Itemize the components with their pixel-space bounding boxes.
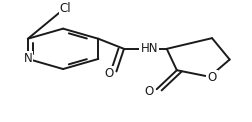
Text: O: O — [104, 67, 113, 80]
Text: Cl: Cl — [59, 2, 71, 15]
Text: O: O — [207, 71, 216, 84]
Text: HN: HN — [140, 42, 157, 55]
Text: O: O — [144, 85, 153, 98]
Text: N: N — [23, 52, 32, 65]
